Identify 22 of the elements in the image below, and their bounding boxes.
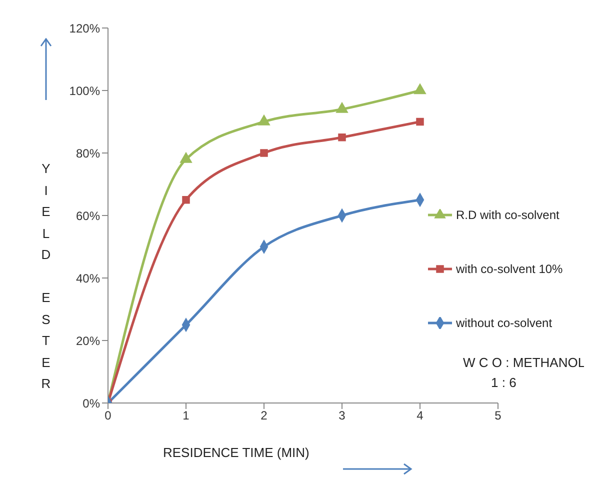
text: YIELD ESTER [41, 161, 51, 391]
y-tick-label: 40% [76, 271, 100, 286]
point [416, 118, 424, 126]
legend-label: with co-solvent 10% [456, 262, 563, 276]
y-tick-label: 60% [76, 208, 100, 223]
point [182, 196, 190, 204]
y-tick-label: 120% [69, 21, 100, 36]
y-tick-label: 20% [76, 334, 100, 348]
x-axis-title: RESIDENCE TIME (MIN) [163, 445, 310, 460]
legend-label: without co-solvent [456, 316, 552, 330]
y-tick-label: 80% [76, 146, 100, 160]
point [338, 134, 346, 142]
x-tick-label: 1 [182, 408, 190, 423]
x-tick-label: 4 [416, 408, 424, 423]
x-tick-label: 0 [104, 408, 112, 423]
x-tick-label: 5 [494, 408, 502, 423]
x-tick-label: 2 [260, 408, 268, 423]
point [260, 149, 268, 157]
x-tick-label: 3 [338, 408, 346, 423]
y-tick-label: 100% [69, 84, 100, 98]
legend-label: R.D with co-solvent [456, 208, 560, 222]
y-tick-label: 0% [82, 396, 100, 410]
